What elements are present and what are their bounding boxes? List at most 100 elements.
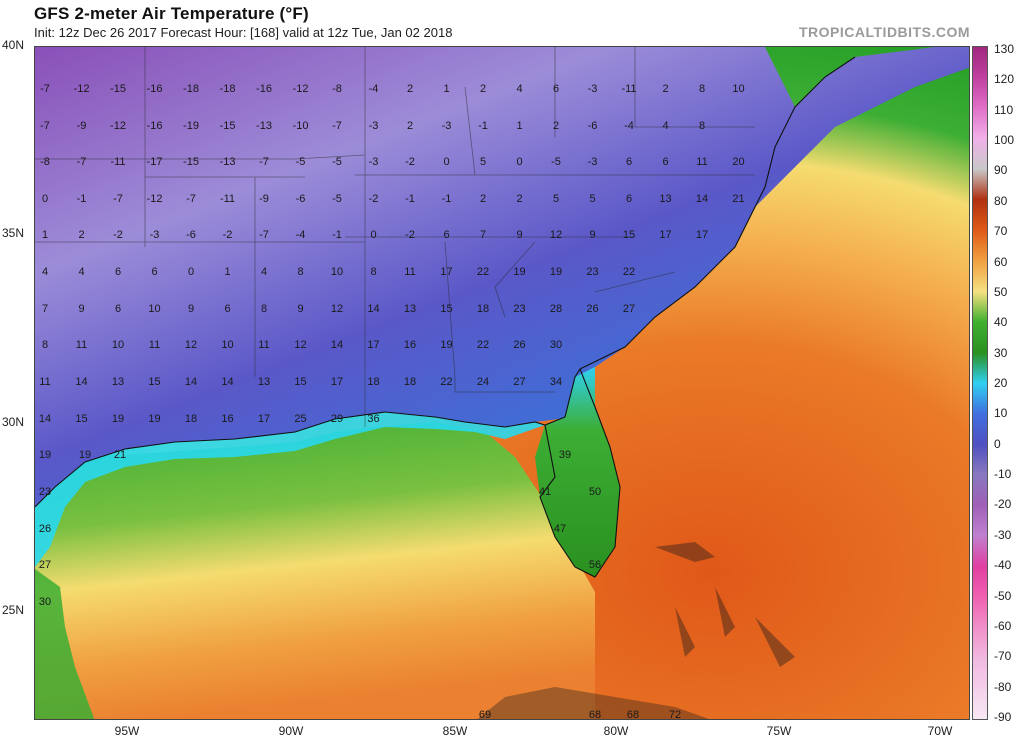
temperature-value: 1 [516, 120, 522, 132]
chart-subtitle: Init: 12z Dec 26 2017 Forecast Hour: [16… [34, 25, 453, 40]
temperature-value: -19 [183, 120, 199, 132]
temperature-value: -3 [588, 156, 598, 168]
temperature-value: 27 [513, 376, 525, 388]
colorbar-tick: -80 [994, 679, 1012, 694]
temperature-value: 17 [367, 339, 379, 351]
temperature-value: 11 [39, 376, 50, 388]
temperature-value: -18 [183, 83, 199, 95]
temperature-value: 14 [331, 339, 343, 351]
temperature-value: 14 [185, 376, 197, 388]
temperature-value: -7 [259, 229, 269, 241]
temperature-value: -8 [40, 156, 50, 168]
temperature-value: -15 [183, 156, 199, 168]
florida-peninsula [535, 367, 620, 577]
temperature-value: -17 [147, 156, 163, 168]
temperature-value: -7 [113, 193, 123, 205]
temperature-value: 25 [294, 413, 306, 425]
temperature-value: 27 [39, 559, 51, 571]
land-mass [35, 47, 969, 507]
temperature-value: 18 [404, 376, 416, 388]
temperature-value: 19 [148, 413, 160, 425]
coastal-cold-band [35, 412, 545, 567]
temperature-value: 27 [623, 303, 635, 315]
temperature-value: 0 [188, 266, 194, 278]
temperature-value: 12 [185, 339, 197, 351]
colorbar-tick: 80 [994, 193, 1008, 208]
temperature-value: 10 [112, 339, 124, 351]
temperature-value: -7 [186, 193, 196, 205]
temperature-value: 13 [258, 376, 270, 388]
temperature-value: 0 [370, 229, 376, 241]
temperature-value: 18 [185, 413, 197, 425]
temperature-value: 8 [297, 266, 303, 278]
temperature-value: -1 [442, 193, 452, 205]
temperature-value: 36 [367, 413, 379, 425]
temperature-value: -5 [551, 156, 561, 168]
temperature-value: 68 [627, 709, 639, 720]
colorbar-tick: 70 [994, 224, 1008, 239]
chart-title: GFS 2-meter Air Temperature (°F) [34, 4, 309, 23]
temperature-value: -5 [296, 156, 306, 168]
temperature-value: -3 [150, 229, 160, 241]
temperature-value: 11 [258, 339, 269, 351]
temperature-value: -16 [256, 83, 272, 95]
state-borders [35, 47, 755, 427]
lon-label-80w: 80W [603, 724, 629, 738]
colorbar-tick: 30 [994, 345, 1008, 360]
temperature-value: 11 [76, 339, 87, 351]
temperature-value: 9 [188, 303, 194, 315]
temperature-value: 0 [516, 156, 522, 168]
temperature-value: -2 [223, 229, 233, 241]
temperature-value: 39 [559, 449, 571, 461]
brand-watermark[interactable]: TROPICALTIDBITS.COM [798, 24, 970, 40]
temperature-value: 10 [732, 83, 744, 95]
temperature-value: -13 [220, 156, 236, 168]
temperature-value: 19 [440, 339, 452, 351]
colorbar-tick: 110 [994, 102, 1014, 117]
temperature-value: 1 [42, 229, 48, 241]
temperature-value: 4 [662, 120, 668, 132]
temperature-value: -2 [369, 193, 379, 205]
temperature-value: 56 [589, 559, 601, 571]
temperature-value: -3 [369, 156, 379, 168]
temperature-value: 29 [331, 413, 343, 425]
temperature-value: 9 [78, 303, 84, 315]
temperature-value: 2 [662, 83, 668, 95]
temperature-value: 26 [513, 339, 525, 351]
temperature-value: 12 [550, 229, 562, 241]
temperature-value: -5 [332, 156, 342, 168]
colorbar-tick: 120 [994, 72, 1015, 87]
temperature-value: 9 [297, 303, 303, 315]
temperature-value: 4 [261, 266, 267, 278]
temperature-value: -6 [588, 120, 598, 132]
temperature-value: 0 [42, 193, 48, 205]
temperature-value: 14 [367, 303, 379, 315]
temperature-map: -7 -12 -15 -16 -18 -18 -16 -12 -8 -4 2 1 2 4 6 -3 -11 2 8 1… [34, 46, 970, 720]
temperature-value: -3 [442, 120, 452, 132]
temperature-value: 8 [370, 266, 376, 278]
temperature-value: 7 [42, 303, 48, 315]
temperature-value: -9 [259, 193, 269, 205]
temperature-value: -12 [147, 193, 163, 205]
temperature-value: 2 [407, 83, 413, 95]
temperature-value: -8 [332, 83, 342, 95]
colorbar-tick: 60 [994, 254, 1008, 269]
temperature-value: -4 [369, 83, 379, 95]
temperature-value: -7 [259, 156, 269, 168]
temperature-value: -15 [220, 120, 236, 132]
temperature-value: 5 [480, 156, 486, 168]
temperature-value: 17 [696, 229, 708, 241]
temperature-labels: -7 -12 -15 -16 -18 -18 -16 -12 -8 -4 2 1 2 4 6 -3 -11 2 8 1… [39, 83, 745, 720]
lon-label-95w: 95W [114, 724, 140, 738]
temperature-value: -11 [110, 156, 125, 168]
lat-label-35n: 35N [2, 226, 25, 240]
temperature-value: 19 [513, 266, 525, 278]
temperature-value: 17 [659, 229, 671, 241]
temperature-value: 17 [258, 413, 270, 425]
colorbar-tick: -40 [994, 558, 1012, 573]
temperature-value: -2 [405, 156, 415, 168]
temperature-value: -1 [478, 120, 488, 132]
temperature-value: -5 [332, 193, 342, 205]
temperature-value: -16 [147, 83, 163, 95]
temperature-value: 0 [443, 156, 449, 168]
